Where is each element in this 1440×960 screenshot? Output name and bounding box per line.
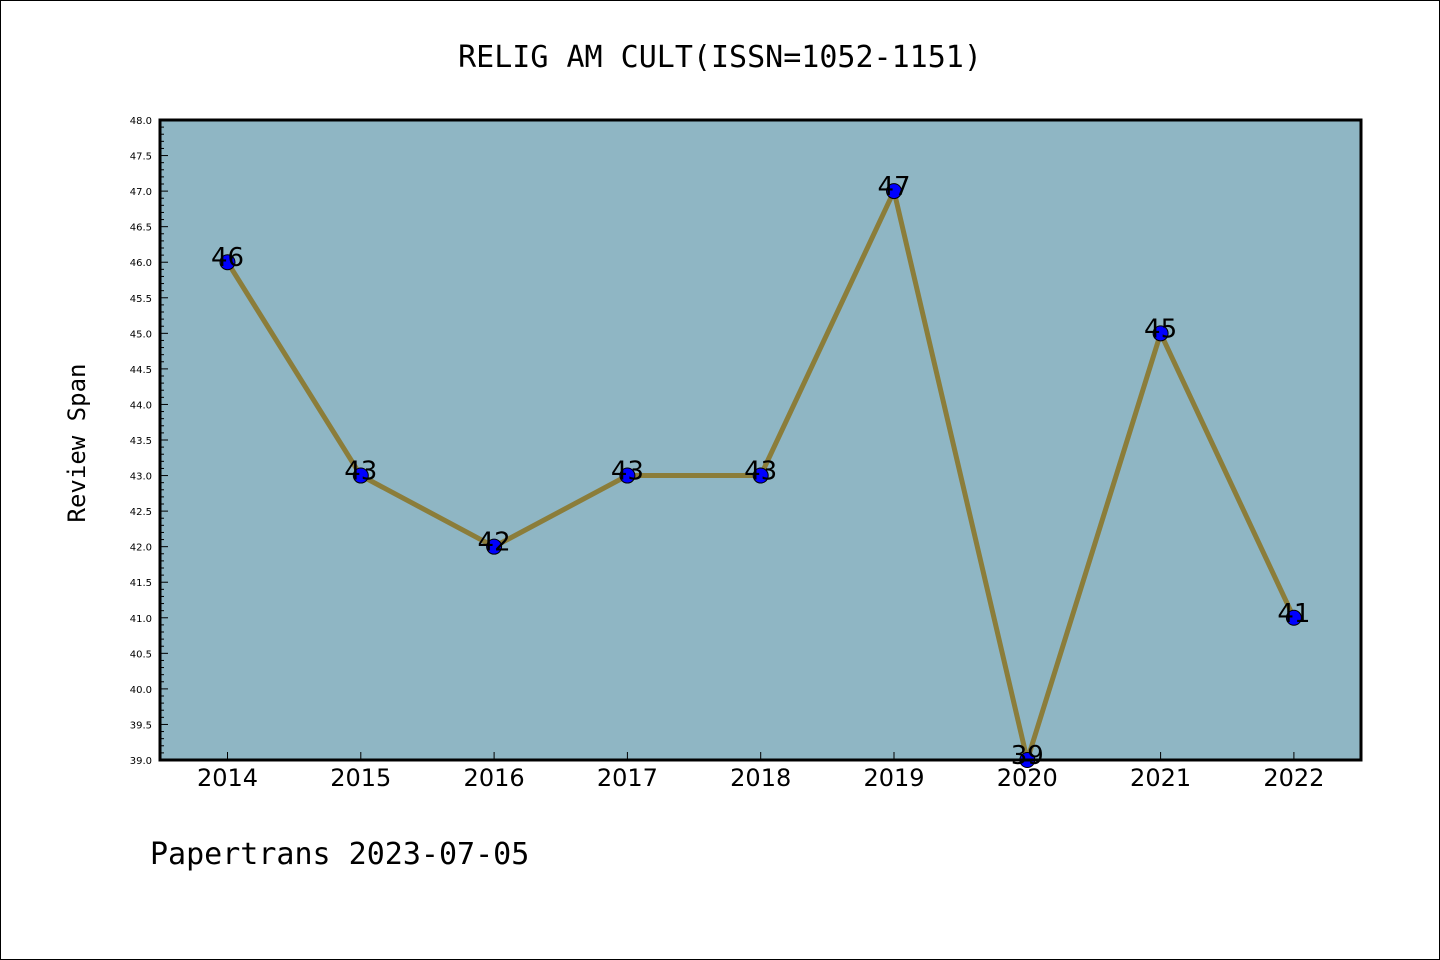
data-label: 43: [611, 457, 644, 487]
data-point: [619, 467, 636, 484]
x-tick-label: 2020: [997, 764, 1058, 792]
y-tick-label: 43.5: [130, 436, 152, 447]
y-tick-label: 47.0: [130, 187, 152, 198]
x-tick-label: 2014: [197, 764, 258, 792]
data-point: [1152, 325, 1169, 342]
y-tick-label: 39.0: [130, 756, 152, 767]
y-tick-label: 41.0: [130, 614, 152, 625]
x-tick-label: 2018: [730, 764, 791, 792]
data-label: 46: [211, 243, 244, 273]
data-point: [1285, 609, 1302, 626]
y-tick-label: 45.5: [130, 294, 152, 305]
y-axis-label: Review Span: [63, 364, 91, 523]
footer-text: Papertrans 2023-07-05: [150, 837, 529, 872]
y-tick-label: 39.5: [130, 720, 152, 731]
data-label: 41: [1277, 599, 1310, 629]
x-tick-label: 2015: [330, 764, 391, 792]
y-axis: 39.0 39.5 40.0 40.5 41.0 41.5 42.0 42.5 43.0 43.5…: [130, 116, 168, 767]
y-tick-label: 44.5: [130, 365, 152, 376]
x-tick-label: 2017: [597, 764, 658, 792]
y-tick-label: 46.5: [130, 223, 152, 234]
data-label: 47: [877, 172, 910, 202]
y-tick-label: 45.0: [130, 329, 152, 340]
y-tick-label: 42.5: [130, 507, 152, 518]
y-tick-label: 40.5: [130, 649, 152, 660]
chart-title: RELIG AM CULT(ISSN=1052-1151): [458, 40, 982, 75]
x-tick-label: 2021: [1130, 764, 1191, 792]
data-point: [352, 467, 369, 484]
data-label: 42: [478, 528, 511, 558]
data-label: 43: [744, 457, 777, 487]
data-point: [219, 254, 236, 271]
plot-border: [158, 118, 1363, 762]
x-axis: 2014 2015 2016 2017 2018 2019 2020 2021 2022: [197, 752, 1324, 792]
data-point: [752, 467, 769, 484]
y-tick-label: 40.0: [130, 685, 152, 696]
y-tick-label: 44.0: [130, 400, 152, 411]
y-tick-label: 48.0: [130, 116, 152, 127]
y-tick-label: 46.0: [130, 258, 152, 269]
data-labels: 46 43 42 43 43 47 39 45 41: [211, 172, 1310, 771]
y-tick-label: 42.0: [130, 543, 152, 554]
data-point: [886, 183, 902, 200]
plot-area: [160, 120, 1361, 760]
x-tick-label: 2016: [464, 764, 525, 792]
data-label: 43: [344, 457, 377, 487]
x-tick-label: 2019: [863, 764, 924, 792]
y-tick-label: 47.5: [130, 152, 152, 163]
y-tick-label: 43.0: [130, 472, 152, 483]
y-tick-label: 41.5: [130, 578, 152, 589]
data-point: [486, 538, 503, 555]
data-label: 39: [1011, 741, 1044, 771]
data-label: 45: [1144, 314, 1177, 344]
x-tick-label: 2022: [1263, 764, 1324, 792]
